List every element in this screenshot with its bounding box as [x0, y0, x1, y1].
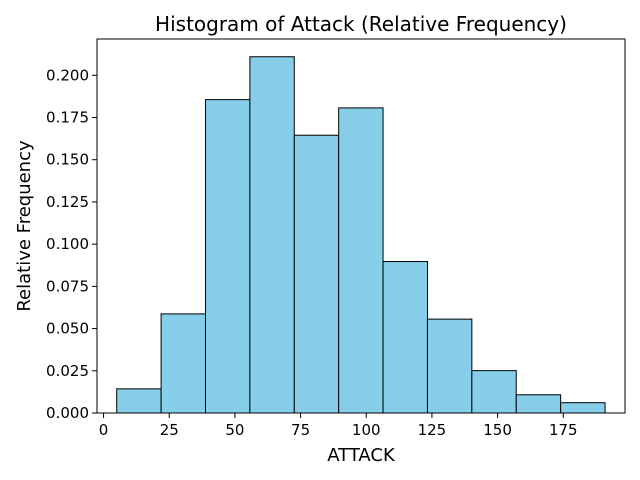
histogram-bar [426, 318, 473, 414]
y-axis-ticks: 0.000 0.025 0.050 0.075 0.100 0.125 0.150 0.175… [46, 66, 97, 422]
histogram-bar [382, 261, 428, 414]
x-tick-label: 0 [99, 421, 109, 439]
x-tick-label: 100 [352, 421, 381, 439]
histogram-bar [160, 313, 206, 414]
histogram-bar [560, 402, 606, 414]
y-tick-label: 0.000 [46, 404, 89, 422]
y-tick-label: 0.075 [46, 277, 89, 295]
x-axis-label: ATTACK [327, 445, 396, 466]
x-axis-ticks: 0 25 50 75 100 125 150 175 [99, 413, 578, 439]
y-tick-label: 0.050 [46, 320, 89, 338]
bars-group [116, 56, 606, 414]
y-tick-label: 0.200 [46, 66, 89, 84]
y-axis-label: Relative Frequency [14, 140, 35, 312]
x-tick-label: 175 [549, 421, 578, 439]
y-tick-label: 0.125 [46, 193, 89, 211]
histogram-bar [116, 388, 162, 414]
histogram-bar [293, 134, 340, 414]
chart-title: Histogram of Attack (Relative Frequency) [155, 12, 567, 36]
histogram-bar [471, 370, 517, 414]
x-tick-label: 125 [418, 421, 447, 439]
x-tick-label: 150 [483, 421, 512, 439]
x-tick-label: 50 [225, 421, 244, 439]
x-tick-label: 75 [291, 421, 310, 439]
y-tick-label: 0.150 [46, 151, 89, 169]
y-tick-label: 0.025 [46, 362, 89, 380]
y-tick-label: 0.100 [46, 235, 89, 253]
plot-frame [96, 38, 626, 414]
histogram-bar [515, 394, 562, 414]
y-tick-label: 0.175 [46, 109, 89, 127]
histogram-bar [249, 56, 295, 414]
histogram-bar [338, 107, 384, 414]
histogram-bar [204, 99, 251, 414]
x-tick-label: 25 [160, 421, 179, 439]
